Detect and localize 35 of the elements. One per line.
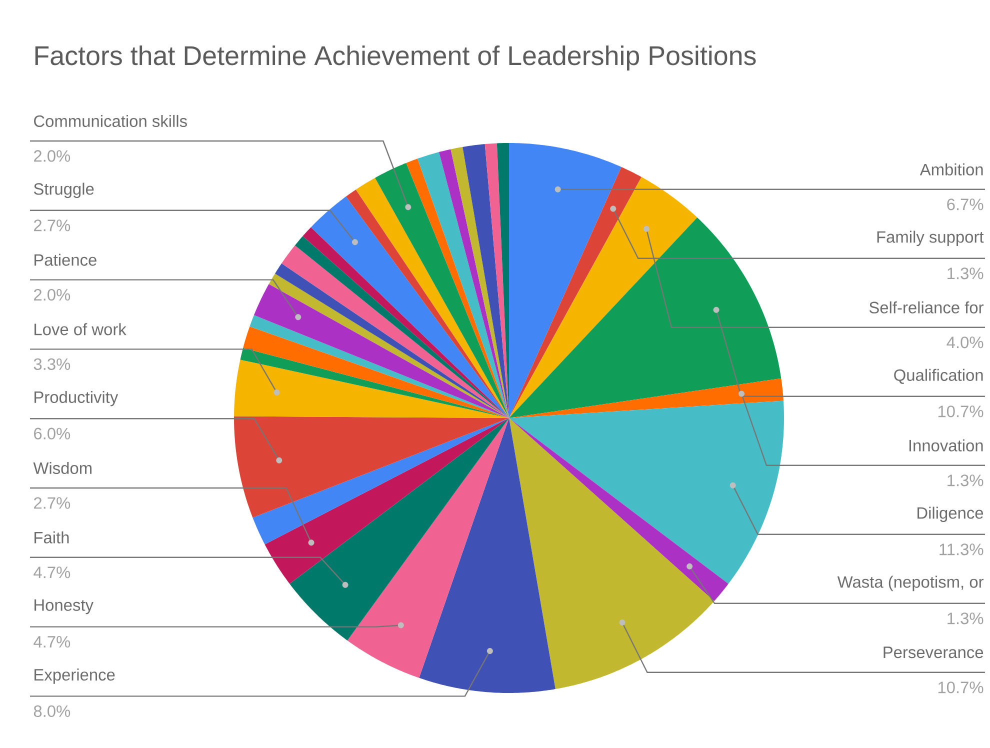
data-label: 11.3%	[940, 544, 984, 556]
slice-label: Faith	[34, 531, 69, 544]
slice-label: Productivity	[34, 390, 118, 406]
slice-label: Love of work	[34, 323, 126, 336]
data-label: 2.7%	[34, 220, 70, 232]
data-label: 2.0%	[34, 288, 70, 301]
data-label: 1.3%	[948, 612, 984, 624]
data-label: 2.7%	[34, 497, 70, 509]
data-label: 10.7%	[938, 682, 984, 694]
data-label: 8.0%	[34, 705, 70, 718]
data-label: 4.7%	[34, 566, 70, 578]
data-label: 6.7%	[947, 198, 984, 210]
slice-label: Self-reliance for	[869, 301, 984, 314]
slice-label: Wasta (nepotism, or	[837, 576, 984, 592]
data-label: 3.3%	[34, 358, 70, 370]
slice-label: Wisdom	[33, 462, 92, 474]
slice-label: Family support	[877, 230, 984, 246]
slice-label: Qualification	[894, 368, 983, 384]
slice-label: Perseverance	[884, 646, 984, 658]
data-label: 2.0%	[34, 150, 70, 162]
data-label: 4.7%	[34, 636, 70, 648]
chart-title: Factors that Determine Achievement of Leadership Positions	[35, 45, 756, 71]
data-label: 10.7%	[938, 406, 984, 418]
data-label: 1.3%	[948, 474, 984, 486]
slice-label: Honesty	[34, 599, 94, 614]
slice-label: Diligence	[918, 506, 984, 522]
data-label: 6.0%	[34, 428, 70, 440]
slice-label: Ambition	[920, 163, 983, 176]
data-label: 1.3%	[948, 268, 984, 280]
slice-label: Communication skills	[34, 114, 187, 128]
slice-label: Struggle	[34, 182, 94, 198]
slice-label: Patience	[34, 254, 96, 266]
data-label: 4.0%	[946, 336, 984, 348]
slice-label: Innovation	[909, 439, 983, 452]
slice-label: Experience	[34, 668, 115, 684]
